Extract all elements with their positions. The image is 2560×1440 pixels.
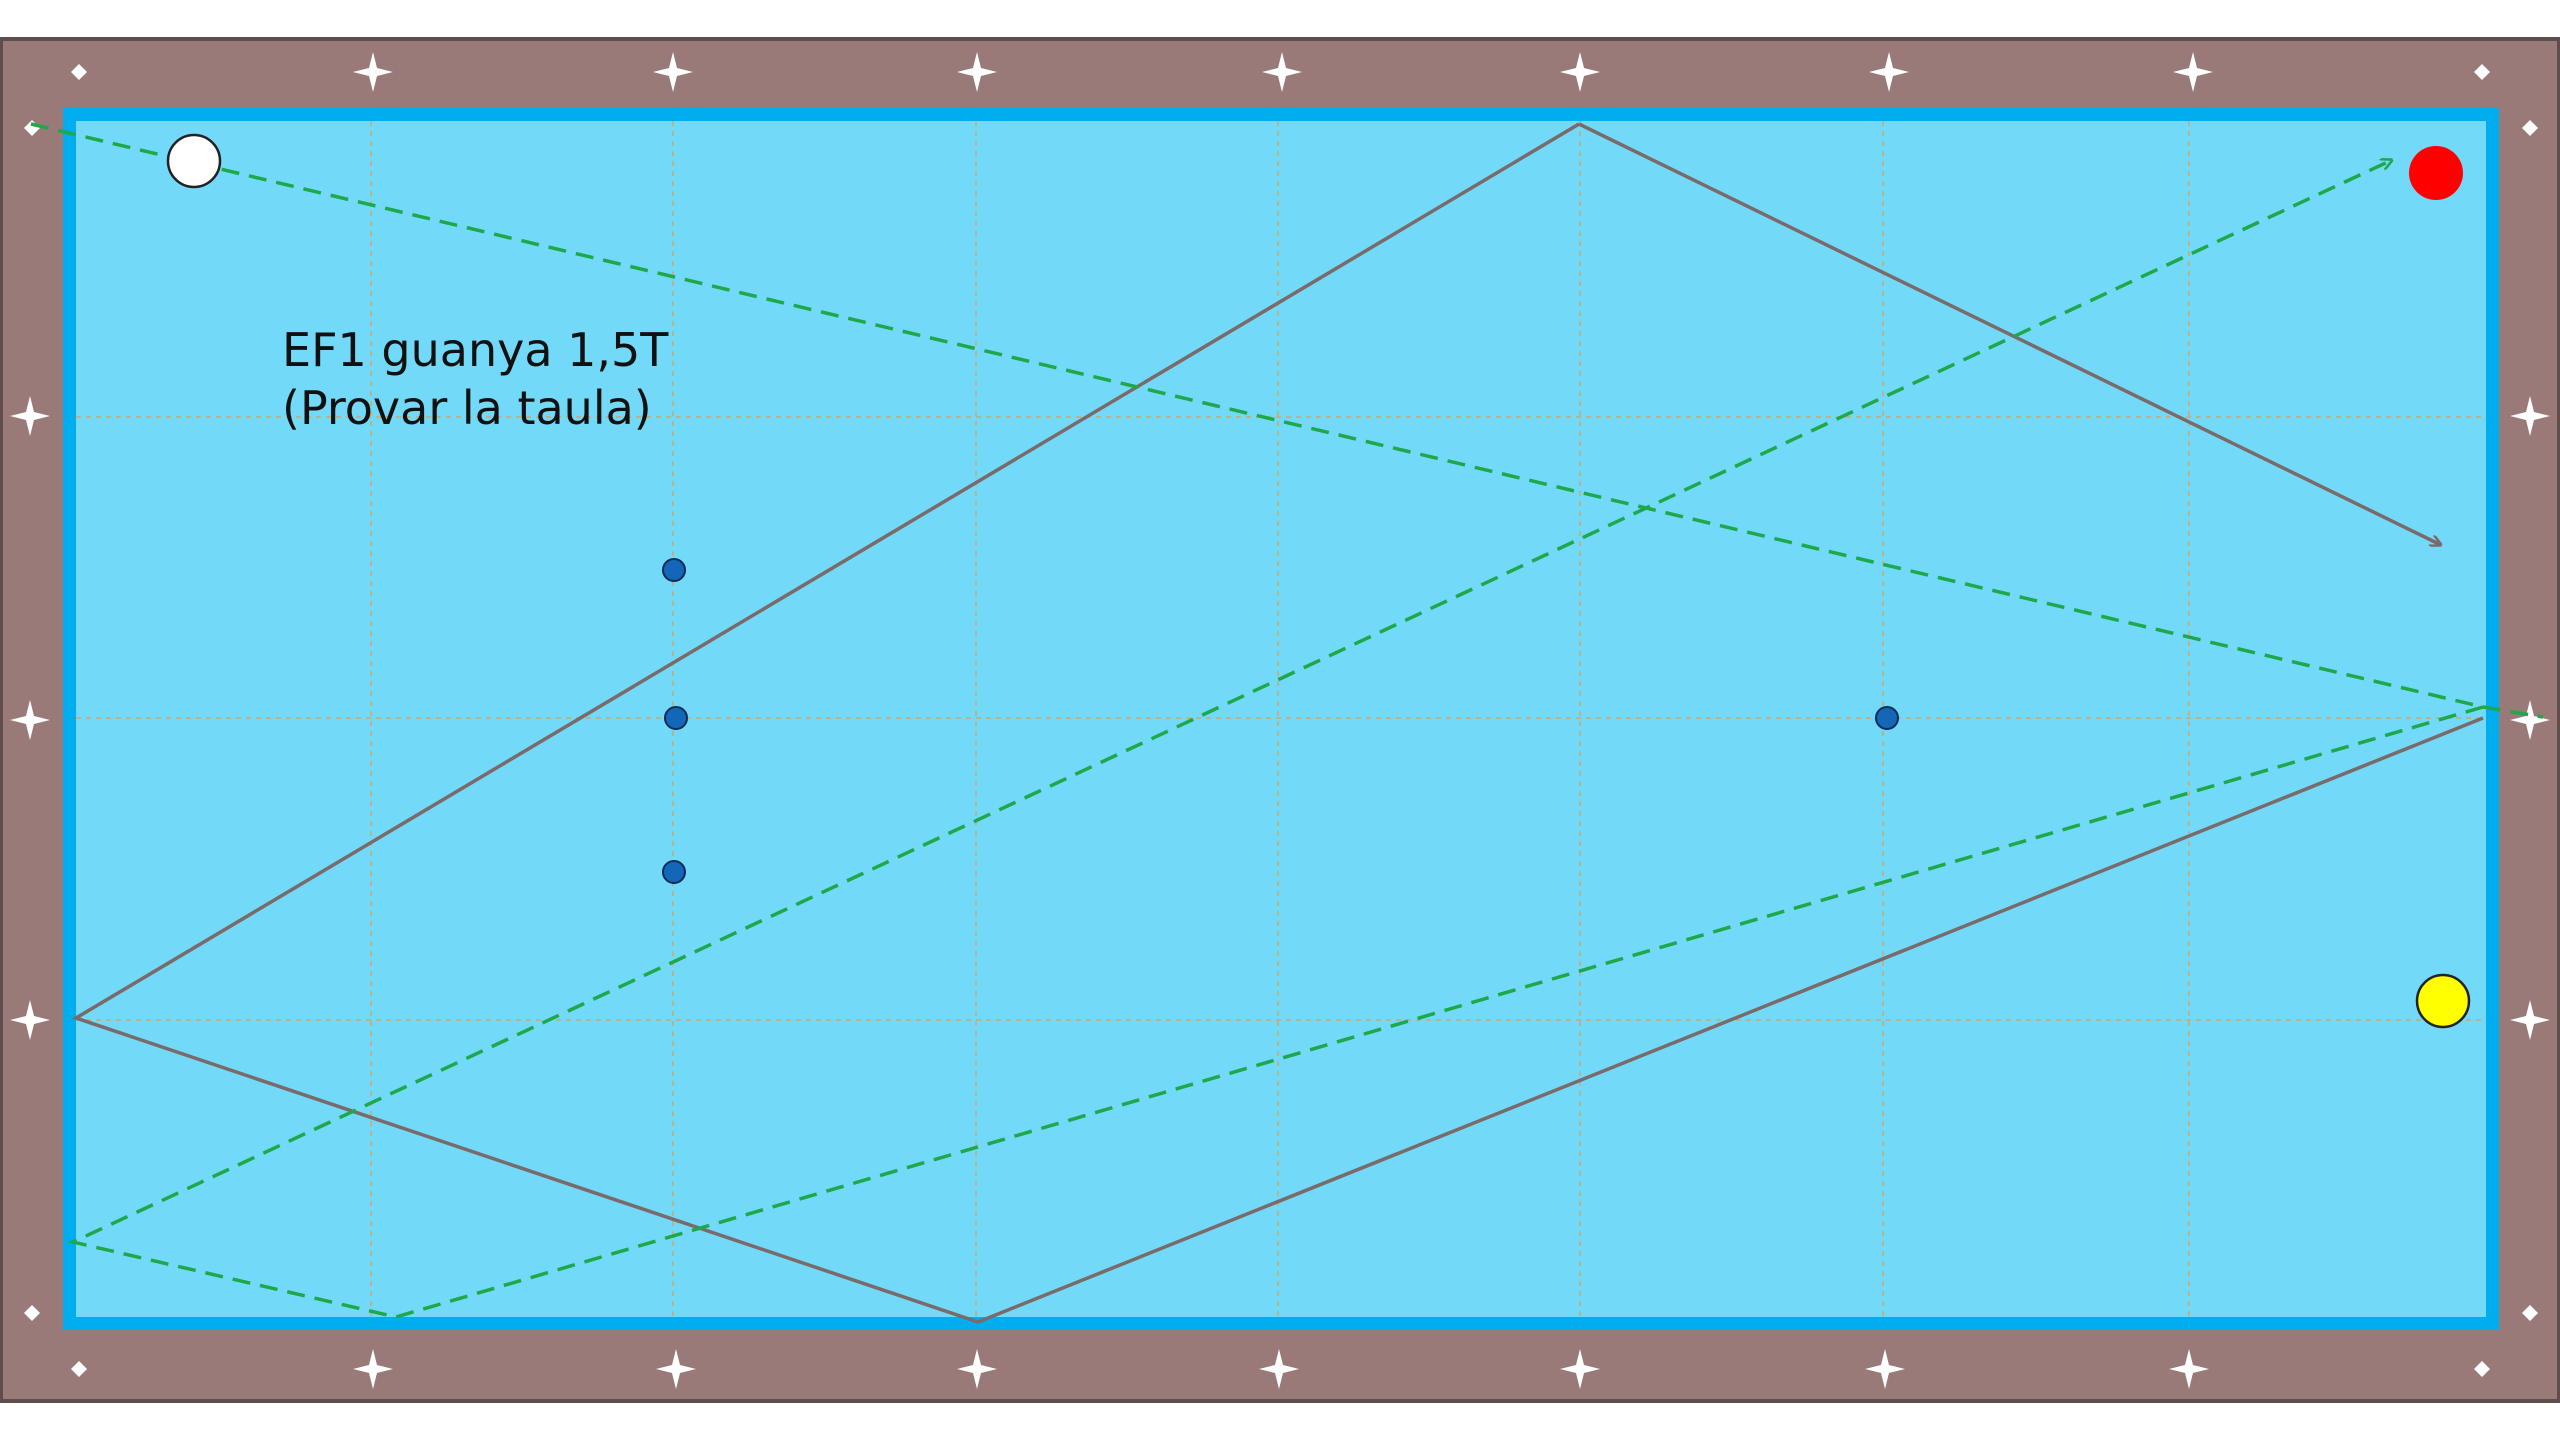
diamond-right-2	[2510, 700, 2550, 740]
diamond-right-3	[2510, 1000, 2550, 1040]
diamond-bottom-7	[2169, 1349, 2209, 1389]
solid-trajectory	[1578, 122, 2441, 545]
spot-2	[664, 706, 688, 730]
diamond-bottom-1	[353, 1349, 393, 1389]
diamond-top-7	[2173, 52, 2213, 92]
diamond-top-3	[957, 52, 997, 92]
red-ball	[2409, 146, 2463, 200]
table-grid	[76, 121, 2486, 1317]
diamond-top-2	[653, 52, 693, 92]
diamond-top-4	[1262, 52, 1302, 92]
annotation-line-2: (Provar la taula)	[282, 381, 652, 435]
diamond-top-5	[1560, 52, 1600, 92]
diamond-bottom-5	[1560, 1349, 1600, 1389]
diamond-top-1	[353, 52, 393, 92]
solid-trajectory-main	[71, 122, 2484, 1324]
diamond-right-1	[2510, 396, 2550, 436]
diamond-left-1	[10, 396, 50, 436]
dashed-trajectory-return	[67, 160, 2484, 1319]
spot-1	[662, 558, 686, 582]
diamond-left-2	[10, 700, 50, 740]
diamond-right-corner-bottom	[2522, 1305, 2538, 1321]
annotation-line-1: EF1 guanya 1,5T	[282, 323, 669, 377]
diamond-top-corner-right	[2474, 64, 2490, 80]
diamond-bottom-4	[1259, 1349, 1299, 1389]
diamond-bottom-3	[957, 1349, 997, 1389]
diamond-right-corner-top	[2522, 120, 2538, 136]
diamond-bottom-corner-left	[71, 1361, 87, 1377]
diamond-bottom-6	[1865, 1349, 1905, 1389]
diamond-bottom-corner-right	[2474, 1361, 2490, 1377]
spot-3	[662, 860, 686, 884]
yellow-ball	[2415, 973, 2471, 1029]
diamond-left-corner-bottom	[24, 1305, 40, 1321]
spot-4	[1875, 706, 1899, 730]
spots-group	[662, 558, 1899, 884]
diamond-top-6	[1869, 52, 1909, 92]
white-ball	[166, 133, 222, 189]
table-cloth	[76, 121, 2486, 1317]
diamond-top-corner-left	[71, 64, 87, 80]
diamond-left-3	[10, 1000, 50, 1040]
diamond-bottom-2	[656, 1349, 696, 1389]
